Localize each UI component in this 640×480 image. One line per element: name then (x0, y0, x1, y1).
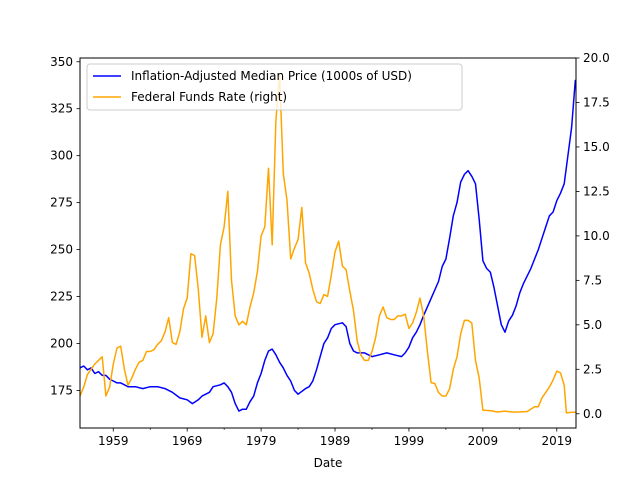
y-right-tick-label: 12.5 (583, 184, 610, 198)
y-left-tick-label: 175 (50, 383, 73, 397)
legend: Inflation-Adjusted Median Price (1000s o… (86, 63, 463, 111)
y-axis-left: 175 200 225 250 275 300 325 350 (50, 55, 80, 397)
y-axis-right: 0.0 2.5 5.0 7.5 10.0 12.5 15.0 17.5 20.0 (576, 51, 610, 421)
y-right-tick-label: 2.5 (583, 362, 602, 376)
y-right-tick-label: 10.0 (583, 229, 610, 243)
y-right-tick-label: 7.5 (583, 273, 602, 287)
y-right-tick-label: 15.0 (583, 140, 610, 154)
legend-box (86, 63, 463, 111)
y-left-tick-label: 200 (50, 336, 73, 350)
y-right-tick-label: 0.0 (583, 407, 602, 421)
x-axis-title: Date (314, 456, 343, 470)
y-left-tick-label: 300 (50, 149, 73, 163)
y-left-tick-label: 275 (50, 196, 73, 210)
plot-frame (79, 57, 577, 429)
x-tick-label: 1979 (246, 434, 277, 448)
x-tick-label: 1959 (98, 434, 129, 448)
x-tick-label: 2019 (542, 434, 573, 448)
x-tick-label: 2009 (468, 434, 499, 448)
series-line-1 (80, 73, 576, 414)
y-left-tick-label: 225 (50, 290, 73, 304)
y-right-tick-label: 20.0 (583, 51, 610, 65)
x-axis: 1959 1969 1979 1989 1999 2009 2019 (98, 428, 572, 448)
y-left-tick-label: 250 (50, 243, 73, 257)
y-right-tick-label: 17.5 (583, 95, 610, 109)
y-right-tick-label: 5.0 (583, 318, 602, 332)
legend-label-fed-funds-rate: Federal Funds Rate (right) (131, 90, 287, 104)
series-layer (80, 73, 576, 414)
y-left-tick-label: 350 (50, 55, 73, 69)
x-tick-label: 1989 (320, 434, 351, 448)
x-tick-label: 1999 (394, 434, 425, 448)
x-tick-label: 1969 (172, 434, 203, 448)
series-line-0 (80, 79, 576, 412)
legend-label-median-price: Inflation-Adjusted Median Price (1000s o… (131, 69, 412, 83)
y-left-tick-label: 325 (50, 102, 73, 116)
